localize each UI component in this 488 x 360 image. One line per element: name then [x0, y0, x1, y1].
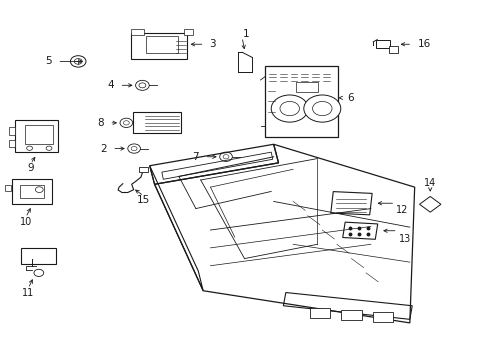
Bar: [20, 185, 44, 198]
Bar: [375, 40, 389, 48]
Bar: [139, 167, 148, 172]
Text: 15: 15: [137, 195, 150, 205]
Circle shape: [223, 155, 228, 159]
Text: 8: 8: [97, 118, 103, 128]
Bar: [5, 185, 11, 191]
Bar: [295, 82, 317, 93]
Circle shape: [271, 95, 307, 122]
Circle shape: [34, 269, 43, 276]
Bar: [265, 66, 338, 137]
Text: 11: 11: [22, 288, 34, 298]
Bar: [9, 140, 15, 147]
Circle shape: [131, 147, 137, 151]
Circle shape: [280, 102, 299, 116]
Text: 5: 5: [45, 57, 51, 66]
Circle shape: [120, 118, 132, 127]
Bar: [388, 46, 397, 53]
Circle shape: [219, 152, 232, 161]
Text: 16: 16: [417, 39, 430, 49]
Circle shape: [46, 146, 52, 150]
Text: 1: 1: [243, 28, 249, 39]
Text: 14: 14: [423, 178, 435, 188]
Bar: [132, 112, 181, 133]
Circle shape: [70, 56, 86, 67]
Bar: [12, 179, 52, 203]
Circle shape: [312, 102, 331, 116]
Bar: [183, 28, 193, 35]
Text: 10: 10: [20, 217, 32, 227]
Text: 7: 7: [192, 152, 199, 162]
Circle shape: [35, 187, 43, 193]
Bar: [146, 36, 177, 53]
Text: 4: 4: [107, 80, 114, 90]
Text: 9: 9: [27, 163, 34, 173]
Text: 3: 3: [209, 39, 216, 49]
Circle shape: [123, 121, 129, 125]
Circle shape: [303, 95, 340, 122]
Bar: [131, 28, 143, 35]
Bar: [372, 312, 392, 322]
Bar: [16, 120, 58, 153]
Text: 13: 13: [398, 234, 410, 244]
Circle shape: [139, 83, 145, 88]
Bar: [9, 127, 15, 135]
Text: 12: 12: [395, 205, 408, 215]
Bar: [131, 33, 187, 59]
Circle shape: [127, 144, 140, 153]
Text: 6: 6: [347, 93, 353, 103]
Bar: [21, 248, 56, 264]
Circle shape: [74, 59, 82, 64]
Bar: [309, 308, 329, 318]
Circle shape: [135, 80, 149, 90]
Bar: [341, 310, 361, 320]
Circle shape: [27, 146, 32, 150]
Text: 2: 2: [100, 144, 106, 154]
Bar: [25, 125, 53, 144]
